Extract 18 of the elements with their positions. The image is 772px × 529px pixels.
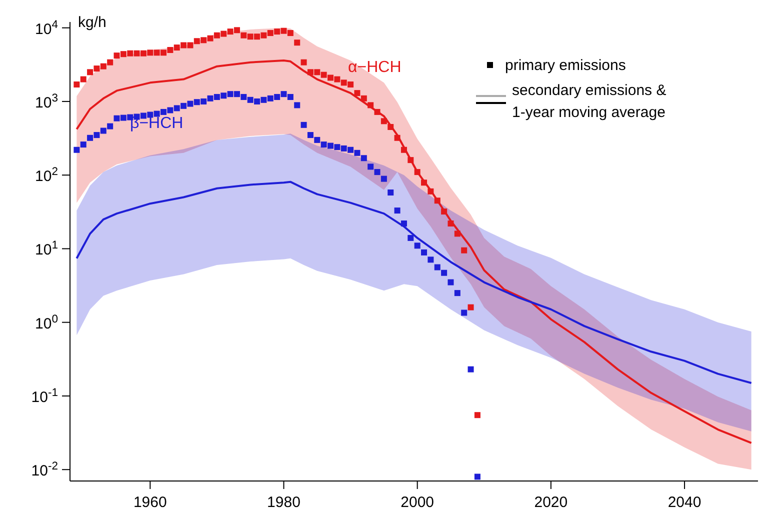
- y-tick-label: 10$^{-2}$: [31, 460, 58, 480]
- annotation: 1-year moving average: [512, 104, 666, 121]
- x-tick-label: 2040: [668, 494, 702, 511]
- x-tick-label: 1960: [133, 494, 167, 511]
- y-tick-label: 10$^{2}$: [35, 166, 58, 186]
- y-axis-title: kg/h: [78, 14, 106, 31]
- x-tick-label: 2000: [400, 494, 434, 511]
- y-tick-label: 10$^{-1}$: [31, 386, 58, 406]
- series-label: α−HCH: [348, 59, 402, 76]
- annotation: secondary emissions &: [512, 82, 666, 99]
- x-tick-label: 1980: [267, 494, 300, 511]
- annotation: primary emissions: [505, 57, 626, 74]
- x-tick-label: 2020: [534, 494, 568, 511]
- y-tick-label: 10$^{3}$: [35, 92, 58, 112]
- line-series: [76, 180, 752, 384]
- y-tick-label: 10$^{1}$: [35, 240, 58, 259]
- y-tick-label: 10$^{4}$: [35, 18, 58, 38]
- y-tick-label: 10$^{0}$: [35, 313, 58, 332]
